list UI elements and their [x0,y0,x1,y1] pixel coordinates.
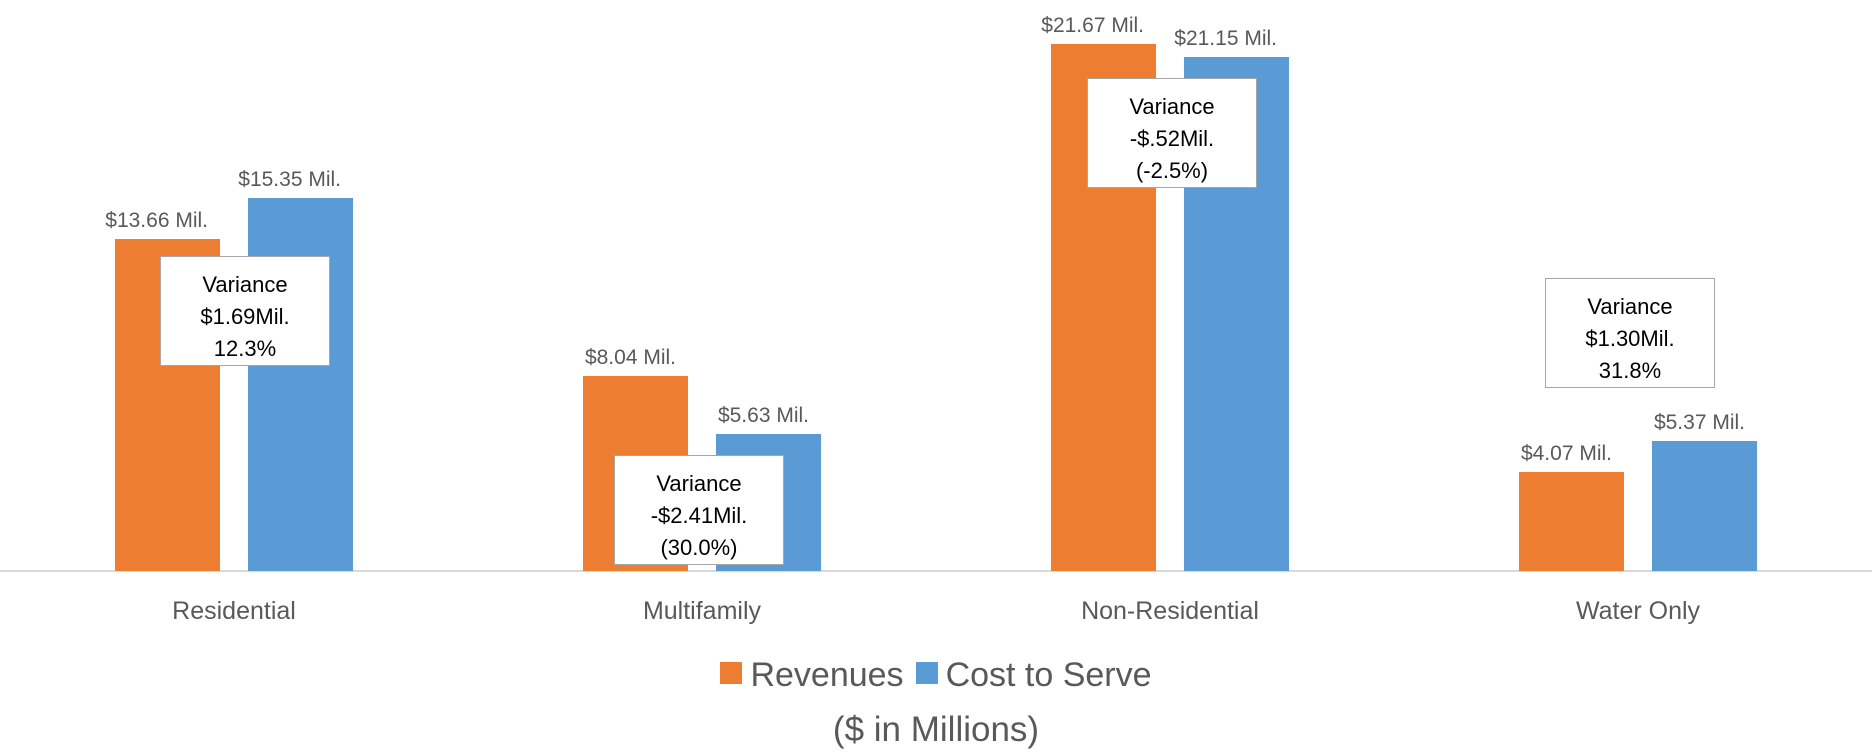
subtitle: ($ in Millions) [832,710,1040,749]
baseline [0,570,1872,572]
annotation-text: Variance [656,471,742,496]
annotation-text: Variance [202,272,288,297]
bar [1519,472,1624,571]
annotation-text: Variance [1587,294,1673,319]
annotation-text: $1.69Mil. [200,304,290,329]
data-label: $21.15 Mil. [1174,27,1277,51]
x-tick-label: Residential [172,597,296,625]
legend-item: Cost to Serve [915,656,1152,695]
annotation-text: -$2.41Mil. [650,503,748,528]
annotation-box: Variance -$2.41Mil. (30.0%) [614,455,784,565]
legend-swatch [720,662,743,684]
legend: Revenues Cost to Serve [0,656,1872,695]
data-label: $5.63 Mil. [717,404,809,428]
annotation-box: Variance -$.52Mil. (-2.5%) [1087,78,1257,188]
annotation-text: $1.30Mil. [1585,326,1675,351]
annotation-box: Variance $1.30Mil. 31.8% [1545,278,1715,388]
annotation-text: 12.3% [213,336,277,361]
data-label: $21.67 Mil. [1041,14,1144,38]
annotation-text: (30.0%) [660,535,738,560]
data-label: $13.66 Mil. [105,209,208,233]
legend-item: Revenues [720,656,904,695]
bar [248,198,353,571]
legend-label: Cost to Serve [945,656,1152,694]
bar [1652,440,1757,571]
data-label: $4.07 Mil. [1520,442,1612,466]
data-label: $15.35 Mil. [238,168,341,192]
legend-swatch [915,662,938,684]
annotation-text: Variance [1129,94,1215,119]
legend-label: Revenues [750,656,904,694]
x-tick-label: Non-Residential [1081,597,1259,625]
x-tick-label: Multifamily [642,597,762,625]
annotation-box: Variance $1.69Mil. 12.3% [160,256,330,366]
data-label: $8.04 Mil. [584,345,676,369]
annotation-text: (-2.5%) [1135,158,1209,183]
x-tick-label: Water Only [1575,597,1701,625]
data-label: $5.37 Mil. [1653,410,1745,434]
annotation-text: -$.52Mil. [1129,126,1215,151]
annotation-text: 31.8% [1598,358,1662,383]
